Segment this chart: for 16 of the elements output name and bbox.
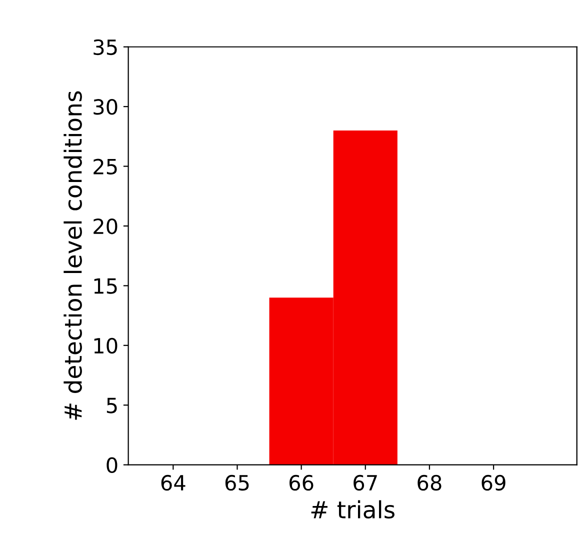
x-tick-label: 68 (418, 474, 442, 491)
y-tick-label: 25 (94, 158, 117, 174)
y-tick-label: 20 (94, 218, 118, 234)
x-tick-label: 69 (482, 474, 506, 491)
x-tick-label: 67 (354, 474, 377, 491)
y-tick-label: 15 (94, 278, 117, 294)
y-tick-label: 35 (94, 39, 117, 56)
x-axis-title: # trials (311, 500, 394, 519)
y-tick-label: 10 (94, 338, 118, 354)
y-tick-label: 30 (94, 99, 118, 115)
x-tick-label: 64 (161, 474, 186, 491)
y-tick-label: 0 (106, 457, 118, 474)
x-tick-label: 65 (225, 474, 249, 491)
y-tick-label: 5 (106, 398, 117, 414)
x-tick-label: 66 (290, 474, 314, 491)
y-axis-title: # detection level conditions (64, 91, 82, 420)
